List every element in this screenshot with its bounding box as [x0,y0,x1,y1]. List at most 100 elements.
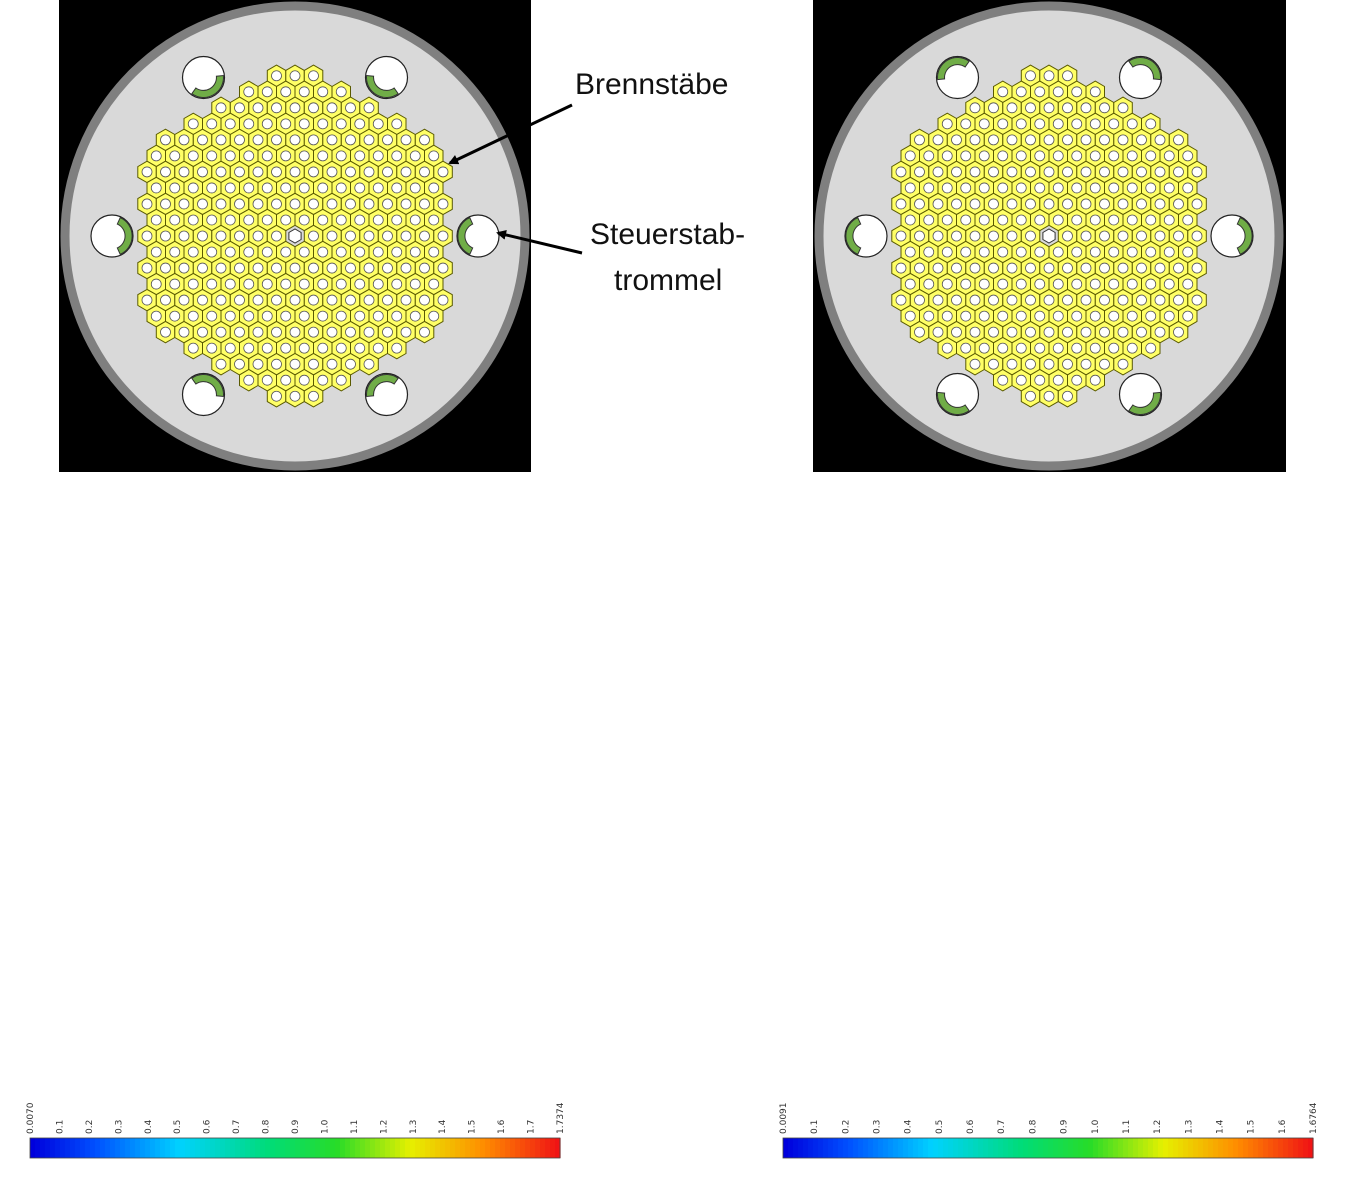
mesh-element [321,862,341,879]
colorbar-segment [1283,1138,1289,1158]
mesh-element [447,987,467,1004]
mesh-element [492,691,512,708]
mesh-element [402,691,422,708]
fuel-rod-pin [1154,198,1166,210]
fuel-rod-pin [215,294,227,306]
colorbar-segment [1093,1138,1099,1158]
mesh-element [1057,1018,1077,1035]
fuel-rod-pin [1052,118,1064,130]
fuel-rod-pin [1043,198,1055,210]
fuel-rod-pin [1117,230,1129,242]
colorbar-segment [818,1138,824,1158]
mesh-element [1201,987,1221,1004]
colorbar-segment [1073,1138,1079,1158]
fuel-rod-pin [1034,246,1046,258]
fuel-rod-pin [1126,310,1138,322]
colorbar-segment [1123,1138,1129,1158]
colorbar-segment [430,1138,436,1158]
drum-outline [1107,935,1157,985]
fuel-rod-pin [1043,102,1055,114]
colorbar-segment [993,1138,999,1158]
colorbar-segment [978,1138,984,1158]
mesh-element [904,691,924,708]
drum-fan-element [128,806,154,817]
mesh-element [141,862,161,879]
fuel-rod-pin [1006,358,1018,370]
fuel-rod-pin [419,230,430,242]
fuel-rod-pin [280,278,292,290]
fuel-rod-pin [169,182,181,194]
colorbar-segment [55,1138,61,1158]
colorbar-segment [1223,1138,1229,1158]
fuel-rod-pin [1163,150,1175,162]
mesh-element [294,784,314,801]
mesh-element [321,1049,341,1066]
colorbar-segment [873,1138,879,1158]
mesh-element [60,784,80,801]
fuel-rod-pin [1062,326,1073,338]
colorbar-segment [450,1138,456,1158]
control-drum [364,372,409,417]
fuel-rod-pin [419,198,430,210]
central-channel [1042,228,1056,244]
fuel-rod-pin [382,198,393,210]
fuel-rod-pin [354,150,366,162]
fuel-rod-pin [400,230,412,242]
fuel-rod-pin [960,342,972,354]
colorbar-segment [80,1138,86,1158]
fuel-rod-pin [308,102,319,114]
fuel-rod-pin [197,230,208,242]
colorbar-tick-label: 0.2 [85,1120,95,1134]
fuel-rod-pin [215,230,227,242]
fuel-rod-pin [345,262,356,274]
fuel-rod-pin [206,182,218,194]
fuel-rod-pin [997,214,1009,226]
fuel-rod-pin [141,198,153,210]
mesh-element [1156,691,1176,708]
fuel-rod-pin [261,214,273,226]
fuel-rod-pin [1173,230,1184,242]
fuel-rod-pin [1071,182,1083,194]
fuel-rod-pin [1015,374,1027,386]
fuel-rod-pin [997,86,1009,98]
mesh-element [123,862,143,879]
mesh-element [276,691,296,708]
mesh-element [69,862,89,879]
colorbar-segment [150,1138,156,1158]
fuel-rod-pin [1062,166,1073,178]
fuel-rod-pin [234,262,245,274]
fuel-rod-pin [252,262,264,274]
fuel-rod-pin [317,86,329,98]
mesh-element [1237,862,1257,879]
colorbar-segment [40,1138,46,1158]
fuel-rod-pin [280,342,292,354]
fuel-rod-pin [951,230,962,242]
fuel-rod-pin [932,198,944,210]
fuel-rod-pin [215,134,227,146]
mesh-element [1039,1049,1059,1066]
fuel-rod-pin [941,214,953,226]
fuel-rod-pin [932,262,944,274]
mesh-element [1084,784,1104,801]
fuel-rod-pin [326,294,338,306]
drum-fan-element [211,662,237,673]
fuel-rod-pin [252,166,264,178]
colorbar-segment [485,1138,491,1158]
fuel-rod-pin [206,246,218,258]
mesh-element [501,706,521,724]
colorbar-tick-label: 0.5 [935,1120,945,1134]
mesh-element [483,940,503,957]
mesh-element [931,862,951,879]
fuel-rod-pin [1043,262,1055,274]
fuel-rod-pin [298,310,310,322]
fuel-rod-pin [1145,278,1157,290]
mesh-element [859,956,879,973]
mesh-element [348,691,368,708]
colorbar-segment [550,1138,556,1158]
fuel-rod-pin [243,342,255,354]
mesh-element [1003,1049,1023,1066]
fuel-rod-pin [1117,198,1129,210]
fuel-rod-pin [904,246,916,258]
mesh-element [859,862,879,879]
colorbar-segment [878,1138,884,1158]
